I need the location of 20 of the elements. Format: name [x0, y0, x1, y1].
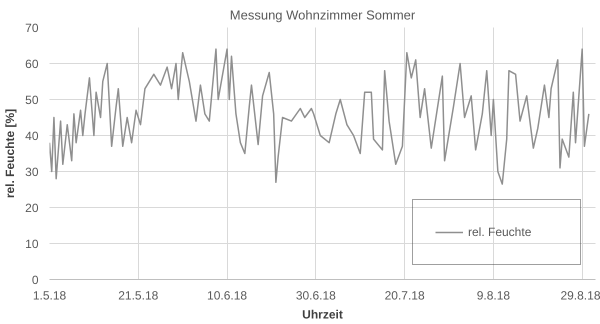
- legend-label: rel. Feuchte: [468, 225, 532, 239]
- y-tick-label: 50: [25, 93, 39, 107]
- x-tick-label: 21.5.18: [118, 288, 159, 302]
- y-tick-label: 60: [25, 57, 39, 71]
- y-tick-label: 30: [25, 165, 39, 179]
- x-tick-label: 10.6.18: [207, 288, 248, 302]
- y-tick-label: 0: [32, 273, 39, 287]
- y-tick-label: 20: [25, 201, 39, 215]
- x-tick-label: 29.8.18: [560, 288, 600, 302]
- x-tick-label: 30.6.18: [296, 288, 336, 302]
- line-series: [50, 48, 590, 185]
- x-tick-label: 9.8.18: [476, 288, 510, 302]
- x-tick-label: 20.7.18: [384, 288, 425, 302]
- y-axis-title: rel. Feuchte [%]: [3, 108, 18, 198]
- chart-title: Messung Wohnzimmer Sommer: [230, 8, 416, 22]
- x-axis-title: Uhrzeit: [302, 308, 343, 322]
- y-tick-label: 40: [25, 129, 39, 143]
- x-tick-label: 1.5.18: [32, 288, 67, 302]
- y-tick-label: 10: [25, 237, 39, 251]
- y-tick-label: 70: [25, 21, 39, 35]
